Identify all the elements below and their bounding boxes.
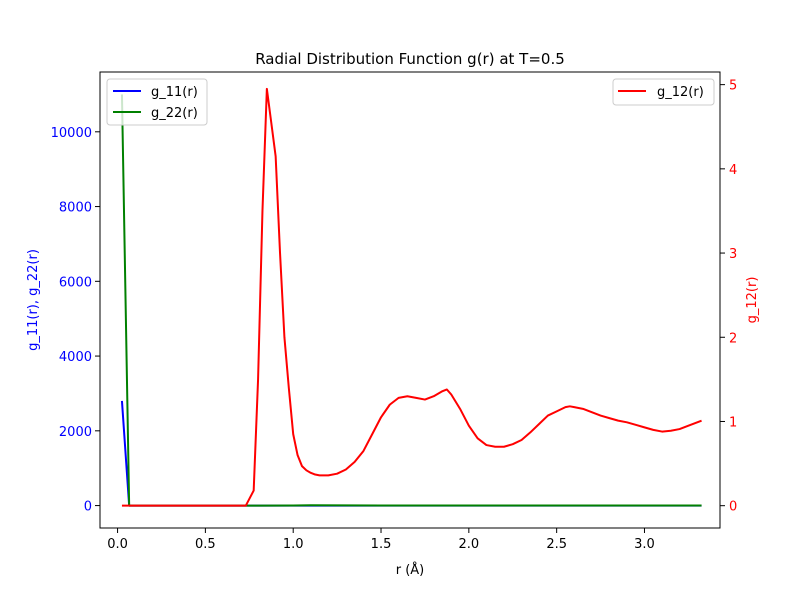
y-left-tick-label: 4000 <box>59 350 92 365</box>
x-tick-label: 2.5 <box>546 537 567 552</box>
series-line-g11r <box>120 400 702 507</box>
y-axis-left: 0 2000 4000 6000 8000 10000 <box>51 126 100 515</box>
x-tick-label: 1.0 <box>283 537 304 552</box>
series-line-g22r <box>120 94 702 507</box>
y-right-tick-label: 3 <box>729 247 737 262</box>
legend-right-box <box>612 78 715 106</box>
legend-label-g12: g_12(r) <box>657 85 704 100</box>
y-right-tick-label: 5 <box>729 79 737 94</box>
series-line-g12r <box>121 87 702 507</box>
axes-frame <box>99 71 721 529</box>
plot-area <box>120 87 702 507</box>
y-left-tick-label: 8000 <box>59 201 92 216</box>
x-tick-label: 3.0 <box>634 537 655 552</box>
chart-title: Radial Distribution Function g(r) at T=0… <box>255 50 565 68</box>
y-axis-right-label: g_12(r) <box>745 277 760 324</box>
y-left-tick-label: 0 <box>84 500 92 515</box>
y-right-tick-label: 1 <box>729 415 737 430</box>
y-left-tick-label: 6000 <box>59 275 92 290</box>
x-axis-label: r (Å) <box>396 562 425 578</box>
y-right-tick-label: 2 <box>729 331 737 346</box>
y-left-tick-label: 2000 <box>59 425 92 440</box>
x-axis: 0.0 0.5 1.0 1.5 2.0 2.5 3.0 <box>107 528 655 552</box>
x-tick-label: 1.5 <box>371 537 392 552</box>
y-right-tick-label: 4 <box>729 163 737 178</box>
y-axis-left-label: g_11(r), g_22(r) <box>26 249 41 351</box>
x-tick-label: 0.5 <box>195 537 216 552</box>
y-right-tick-label: 0 <box>729 500 737 515</box>
legend-right: g_12(r) <box>612 78 715 106</box>
legend-label-g11: g_11(r) <box>151 85 198 100</box>
y-left-tick-label: 10000 <box>51 126 92 141</box>
x-tick-label: 0.0 <box>107 537 128 552</box>
x-tick-label: 2.0 <box>458 537 479 552</box>
y-axis-right: 0 1 2 3 4 5 <box>720 79 737 515</box>
legend-label-g22: g_22(r) <box>151 106 198 121</box>
legend-left: g_11(r) g_22(r) <box>106 78 208 126</box>
